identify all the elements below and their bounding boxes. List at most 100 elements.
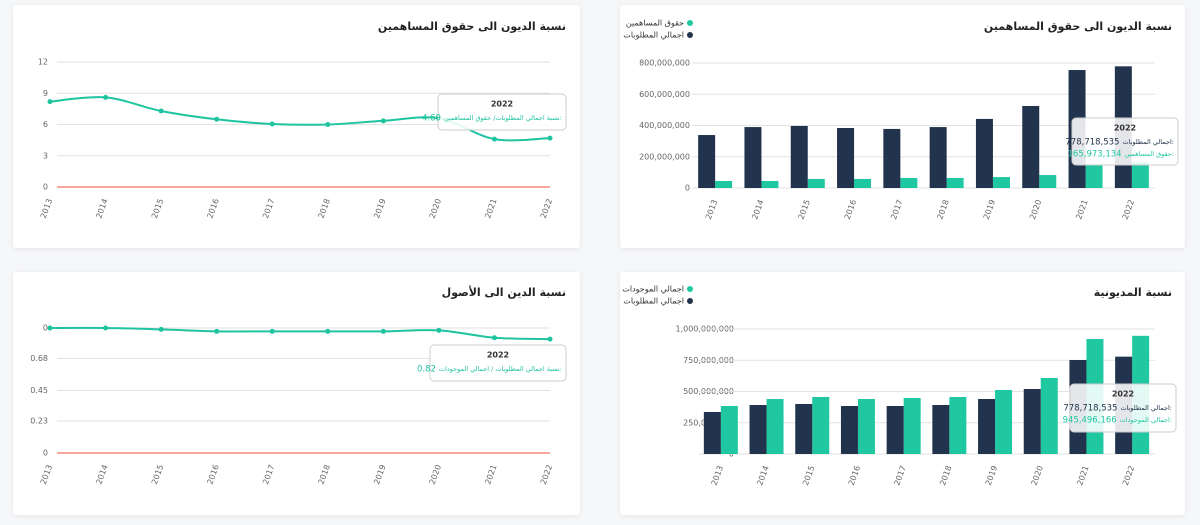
legend-label: اجمالي المطلوبات (623, 31, 684, 40)
bar (883, 128, 901, 188)
bar (932, 405, 950, 454)
tooltip (429, 344, 567, 382)
bar (946, 178, 964, 188)
x-tick-label: 2013 (704, 198, 719, 220)
bar (1085, 164, 1103, 188)
point (547, 336, 553, 342)
x-tick-label: 2020 (428, 197, 443, 219)
tooltip-title: 2022 (487, 351, 509, 360)
legend-label: اجمالي الموجودات (622, 285, 684, 294)
x-tick-label: 2015 (150, 463, 165, 485)
point (47, 325, 53, 331)
y-tick-label: 600,000,000 (639, 90, 690, 99)
x-tick-label: 2016 (843, 198, 858, 220)
legend-swatch (687, 286, 693, 292)
x-tick-label: 2018 (317, 197, 332, 219)
y-tick-label: 0.68 (30, 354, 48, 363)
point (491, 335, 497, 341)
bar (837, 128, 855, 188)
y-tick-label: 0 (43, 183, 48, 192)
y-tick-label: 0 (685, 184, 690, 193)
tooltip-label: حقوق المساهمين: (1125, 150, 1174, 158)
tooltip-label: اجمالي الموجودات: (1120, 416, 1172, 424)
x-tick-label: 2021 (483, 463, 498, 485)
x-tick-label: 2018 (938, 464, 953, 486)
bar (703, 412, 721, 454)
point (103, 325, 109, 331)
x-tick-label: 2014 (94, 463, 109, 485)
tooltip-label: اجمالي المطلوبات: (1122, 138, 1174, 146)
x-tick-label: 2015 (150, 197, 165, 219)
y-tick-label: 0.45 (30, 386, 48, 395)
point (214, 116, 220, 122)
bar (812, 397, 830, 454)
tooltip-label: نسبة اجمالي المطلوبات/ حقوق المساهمين: (444, 114, 562, 122)
bar (1022, 105, 1040, 188)
x-tick-label: 2022 (1121, 198, 1136, 220)
y-tick-label: 400,000,000 (639, 121, 690, 130)
tooltip-value: 165,973,134 (1068, 150, 1122, 160)
tooltip-value: 945,496,166 (1063, 416, 1117, 426)
point (214, 328, 220, 334)
tooltip (1069, 383, 1177, 433)
point (325, 122, 331, 127)
point (47, 99, 53, 105)
bar (1040, 378, 1058, 454)
bar (744, 127, 762, 188)
x-tick-label: 2019 (372, 197, 387, 219)
x-tick-label: 2015 (797, 198, 812, 220)
x-tick-label: 2013 (39, 197, 54, 219)
legend-label: اجمالي المطلوبات (623, 297, 684, 306)
tooltip (437, 93, 567, 131)
card (13, 272, 580, 515)
bar (1131, 162, 1149, 188)
legend-swatch (687, 32, 693, 38)
bar (807, 178, 825, 188)
chart-title: نسبة المديونية (1094, 286, 1172, 299)
x-tick-label: 2014 (755, 464, 770, 486)
x-tick-label: 2019 (984, 464, 999, 486)
bar (715, 180, 733, 188)
bar (790, 125, 808, 188)
bar (840, 406, 858, 454)
legend-label: حقوق المساهمين (626, 19, 684, 28)
bar (949, 397, 967, 454)
x-tick-label: 2020 (428, 463, 443, 485)
y-tick-label: 12 (38, 58, 48, 67)
x-tick-label: 2020 (1030, 464, 1045, 486)
x-tick-label: 2017 (889, 198, 904, 220)
chart-title: نسبة الديون الى حقوق المساهمين (984, 20, 1172, 33)
bar (854, 178, 872, 188)
bar (698, 135, 716, 188)
x-tick-label: 2015 (801, 464, 816, 486)
x-tick-label: 2013 (39, 463, 54, 485)
bar (761, 180, 779, 188)
bar (903, 398, 921, 454)
tooltip-title: 2022 (1112, 390, 1134, 399)
x-tick-label: 2019 (982, 198, 997, 220)
bar (995, 390, 1013, 454)
y-tick-label: 200,000,000 (639, 152, 690, 161)
point (103, 94, 109, 100)
bar (720, 406, 738, 454)
bar (1023, 389, 1041, 454)
x-tick-label: 2021 (1075, 464, 1090, 486)
point (158, 326, 164, 332)
point (380, 328, 386, 334)
x-tick-label: 2016 (205, 463, 220, 485)
point (325, 328, 331, 334)
x-tick-label: 2014 (750, 198, 765, 220)
x-tick-label: 2021 (1074, 198, 1089, 220)
tooltip-value: 778,718,535 (1063, 404, 1117, 414)
x-tick-label: 2016 (847, 464, 862, 486)
tooltip-label: نسبة اجمالي المطلوبات / اجمالي الموجودات… (439, 365, 562, 373)
point (269, 121, 275, 127)
x-tick-label: 2022 (539, 197, 554, 219)
bar (992, 177, 1010, 188)
x-tick-label: 2019 (372, 463, 387, 485)
x-tick-label: 2020 (1028, 198, 1043, 220)
chart-title: نسبة الديون الى حقوق المساهمين (378, 20, 566, 33)
tooltip-value: 4.69 (422, 114, 441, 124)
bar (1039, 175, 1057, 188)
